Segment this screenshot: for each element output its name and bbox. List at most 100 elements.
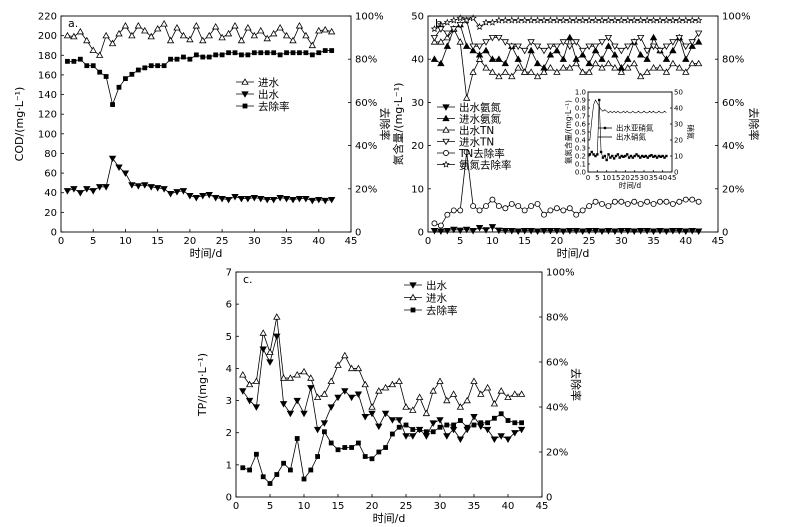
data-point — [335, 447, 341, 453]
data-point — [520, 16, 529, 24]
legend-marker — [409, 293, 417, 301]
data-point — [495, 72, 503, 80]
data-point — [462, 42, 471, 49]
data-point — [368, 403, 376, 410]
data-point — [129, 71, 135, 77]
data-point — [475, 55, 484, 62]
data-point — [328, 440, 334, 446]
data-point — [635, 153, 638, 156]
data-point — [437, 26, 445, 33]
y-tick-label: 0.7 — [575, 113, 586, 121]
data-point — [148, 63, 154, 69]
data-point — [611, 16, 619, 24]
data-point — [631, 156, 634, 159]
data-point — [219, 52, 225, 58]
data-point — [655, 156, 659, 159]
data-point — [103, 74, 109, 79]
data-point — [648, 154, 651, 158]
data-point — [307, 385, 315, 392]
data-point — [443, 30, 452, 38]
data-point — [566, 205, 573, 212]
data-point — [443, 18, 452, 26]
data-point — [590, 150, 593, 154]
data-point — [482, 46, 490, 54]
x-tick-label: 25 — [630, 174, 639, 182]
data-point — [286, 374, 295, 381]
data-point — [559, 16, 568, 24]
y-right-axis-label: 去除率 — [569, 368, 583, 401]
data-point — [193, 52, 199, 58]
data-point — [515, 203, 522, 210]
data-point — [599, 200, 605, 207]
series-TN去除率 — [431, 149, 702, 229]
data-point — [533, 16, 542, 24]
data-point — [437, 228, 445, 235]
data-point — [102, 31, 110, 39]
x-tick-label: 45 — [345, 236, 358, 247]
y-tick-label: 0.0 — [575, 169, 586, 177]
data-point — [218, 33, 226, 41]
data-point — [598, 64, 606, 71]
data-point — [495, 227, 503, 235]
data-point — [630, 228, 638, 235]
y-tick-label: 1 — [226, 460, 232, 471]
data-point — [553, 46, 561, 54]
data-point — [688, 39, 696, 46]
data-point — [456, 403, 465, 410]
data-point — [161, 63, 167, 69]
data-point — [245, 52, 251, 58]
x-tick-label: 20 — [184, 236, 197, 247]
data-point — [508, 16, 516, 24]
y-tick-label: 0 — [418, 228, 424, 239]
data-point — [415, 393, 424, 401]
data-point — [456, 436, 465, 443]
data-point — [128, 31, 136, 39]
x-tick-label: 30 — [640, 174, 649, 182]
data-point — [83, 36, 91, 44]
data-point — [302, 195, 310, 203]
legend-marker — [242, 103, 248, 109]
data-point — [134, 183, 143, 190]
data-point — [520, 68, 529, 75]
y-right-tick-label: 80% — [546, 313, 568, 324]
x-tick-label: 35 — [649, 174, 658, 182]
data-point — [267, 481, 273, 486]
data-point — [585, 68, 593, 75]
data-point — [254, 451, 259, 457]
legend-marker — [443, 150, 449, 156]
y-right-tick-label: 0 — [355, 228, 361, 239]
data-point — [572, 39, 580, 46]
data-point — [279, 374, 288, 381]
data-point — [611, 51, 619, 58]
x-tick-label: 5 — [267, 501, 273, 512]
data-point — [327, 27, 336, 35]
y-right-tick-label: 50 — [674, 89, 683, 97]
data-point — [320, 390, 329, 397]
data-point — [475, 43, 484, 51]
data-point — [682, 16, 690, 24]
x-axis-label: 时间/d — [557, 247, 590, 260]
data-point — [694, 30, 703, 38]
data-point — [97, 69, 103, 75]
data-point — [301, 476, 307, 482]
data-point — [430, 55, 439, 62]
data-point — [277, 52, 283, 58]
data-point — [504, 393, 512, 401]
data-point — [637, 154, 640, 158]
y-right-axis-label: 去除率 — [378, 108, 392, 141]
x-tick-label: 15 — [612, 174, 621, 182]
data-point — [498, 411, 504, 417]
data-point — [633, 154, 636, 158]
data-point — [166, 191, 175, 198]
y-tick-label: 10 — [411, 184, 424, 195]
data-point — [519, 420, 524, 426]
data-point — [669, 16, 677, 24]
data-point — [456, 38, 464, 45]
data-point — [110, 102, 115, 107]
data-point — [586, 203, 593, 210]
data-point — [631, 198, 638, 205]
data-point — [598, 39, 606, 46]
data-point — [294, 436, 300, 441]
